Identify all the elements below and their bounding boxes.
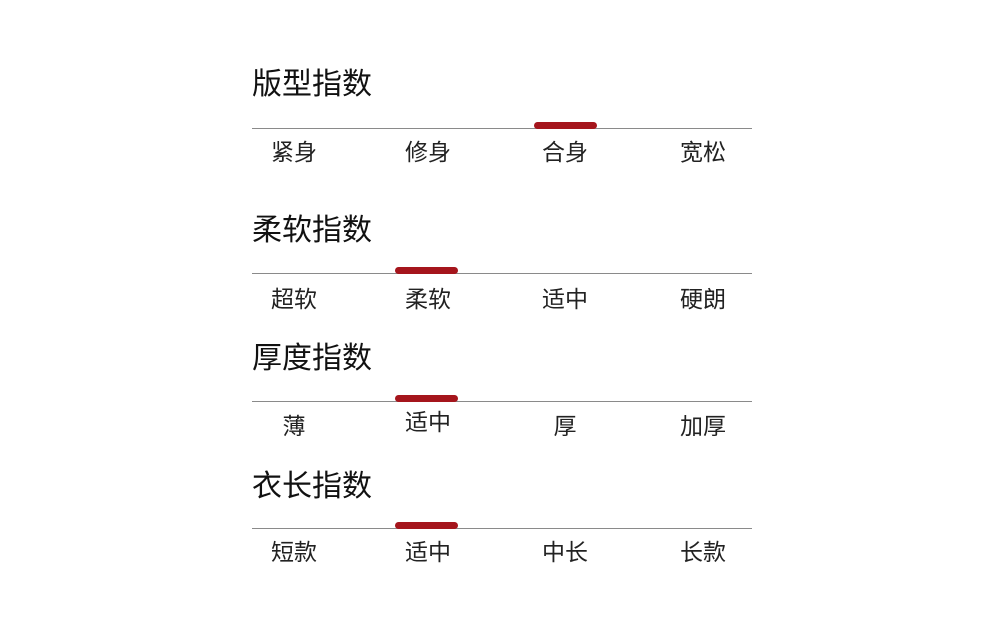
length-option-short: 短款	[271, 540, 317, 566]
softness-option-stiff: 硬朗	[680, 287, 726, 313]
softness-index-selected-marker	[395, 267, 458, 274]
fit-index-section: 版型指数 紧身 修身 合身 宽松	[252, 66, 752, 176]
fit-index-scale-line	[252, 128, 752, 129]
thickness-option-thick: 厚	[553, 414, 577, 440]
thickness-index-selected-marker	[395, 395, 458, 402]
length-index-scale-line	[252, 528, 752, 529]
softness-index-title: 柔软指数	[252, 213, 372, 248]
fit-index-selected-marker	[534, 122, 597, 129]
fit-index-title: 版型指数	[252, 67, 372, 102]
length-index-selected-marker	[395, 522, 458, 529]
fit-option-tight: 紧身	[271, 140, 317, 166]
softness-index-section: 柔软指数 超软 柔软 适中 硬朗	[252, 212, 752, 322]
softness-option-soft: 柔软	[405, 287, 451, 313]
length-index-section: 衣长指数 短款 适中 中长 长款	[252, 468, 752, 578]
fit-option-loose: 宽松	[680, 140, 726, 166]
thickness-index-scale-line	[252, 401, 752, 402]
length-option-long: 长款	[680, 540, 726, 566]
length-option-regular: 适中	[405, 540, 451, 566]
softness-index-scale-line	[252, 273, 752, 274]
length-option-mid-long: 中长	[542, 540, 588, 566]
thickness-option-medium: 适中	[405, 410, 451, 436]
thickness-index-title: 厚度指数	[252, 341, 372, 376]
thickness-option-thin: 薄	[282, 414, 306, 440]
length-index-title: 衣长指数	[252, 469, 372, 504]
thickness-index-section: 厚度指数 薄 适中 厚 加厚	[252, 340, 752, 450]
softness-option-super-soft: 超软	[271, 287, 317, 313]
thickness-option-extra-thick: 加厚	[680, 414, 726, 440]
fit-option-regular: 合身	[542, 140, 588, 166]
softness-option-medium: 适中	[542, 287, 588, 313]
fit-option-slim: 修身	[405, 140, 451, 166]
